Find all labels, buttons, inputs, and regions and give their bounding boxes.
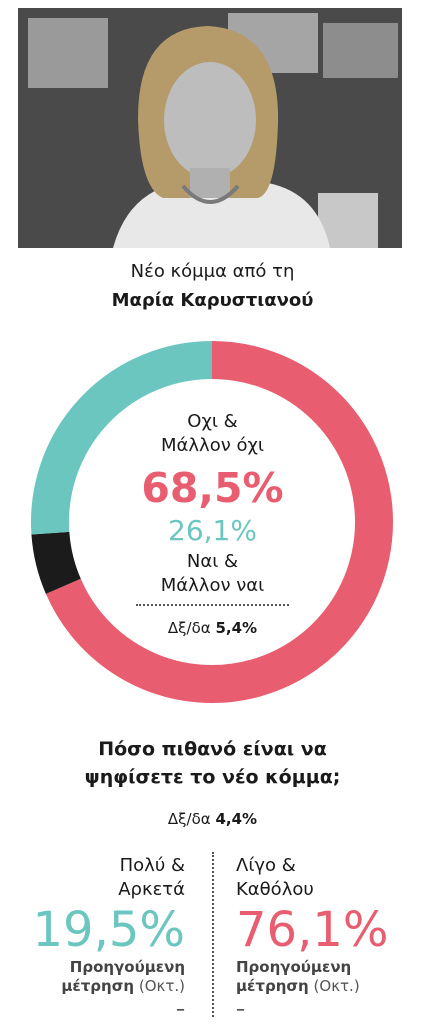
- likely-previous-period: (Οκτ.): [138, 977, 185, 995]
- likely-previous-label2: μέτρηση: [61, 977, 135, 995]
- yes-slice-label-line2: Μάλλον ναι: [160, 575, 265, 596]
- dotted-divider: [136, 604, 289, 606]
- headline-line2: Μαρία Καρυστιανού: [111, 290, 314, 311]
- likely-previous-label: Προηγούμενη: [69, 958, 185, 976]
- likely-previous-value: –: [176, 999, 185, 1020]
- likely-label-line1: Πολύ &: [119, 855, 185, 876]
- no-slice-label-line1: Οχι &: [187, 411, 238, 432]
- unlikely-label: Λίγο & Καθόλου: [236, 854, 314, 902]
- question-line1: Πόσο πιθανό είναι να: [98, 738, 327, 760]
- donut-dkna: Δξ/δα 5,4%: [0, 618, 425, 638]
- likely-previous: Προηγούμενη μέτρηση (Οκτ.): [61, 958, 185, 996]
- dkna-slice-arc: [31, 531, 81, 594]
- question-line2: ψηφίσετε το νέο κόμμα;: [84, 766, 341, 788]
- yes-slice-value: 26,1%: [168, 514, 257, 547]
- likely-label: Πολύ & Αρκετά: [118, 854, 185, 902]
- yes-slice-label-line1: Ναι &: [186, 551, 239, 572]
- no-slice-value: 68,5%: [141, 464, 284, 512]
- column-divider: [212, 852, 214, 1017]
- unlikely-label-line1: Λίγο &: [236, 855, 296, 876]
- likely-value: 19,5%: [32, 902, 185, 958]
- unlikely-previous-period: (Οκτ.): [313, 977, 360, 995]
- no-slice-label-line2: Μάλλον όχι: [161, 435, 264, 456]
- yes-slice-label: Ναι & Μάλλον ναι: [0, 550, 425, 598]
- headline-line1: Νέο κόμμα από τη: [130, 261, 295, 282]
- question-dkna-value: 4,4%: [215, 810, 258, 828]
- question-title: Πόσο πιθανό είναι να ψηφίσετε το νέο κόμ…: [0, 735, 425, 791]
- donut-chart: [31, 341, 393, 703]
- question-dkna: Δξ/δα 4,4%: [0, 810, 425, 828]
- unlikely-value: 76,1%: [236, 902, 389, 958]
- unlikely-previous-label: Προηγούμενη: [236, 958, 352, 976]
- unlikely-previous: Προηγούμενη μέτρηση (Οκτ.): [236, 958, 360, 996]
- likely-label-line2: Αρκετά: [118, 879, 185, 900]
- donut-dkna-label: Δξ/δα: [167, 619, 211, 637]
- portrait-illustration: [18, 8, 402, 248]
- unlikely-previous-label2: μέτρηση: [236, 977, 309, 995]
- donut-dkna-value: 5,4%: [215, 619, 258, 637]
- portrait-photo: [18, 8, 402, 248]
- yes-slice-arc: [31, 341, 213, 535]
- unlikely-previous-value: –: [236, 999, 245, 1020]
- unlikely-label-line2: Καθόλου: [236, 879, 314, 900]
- no-slice-arc: [45, 341, 393, 703]
- no-slice-label: Οχι & Μάλλον όχι: [0, 410, 425, 458]
- question-dkna-label: Δξ/δα: [167, 810, 211, 828]
